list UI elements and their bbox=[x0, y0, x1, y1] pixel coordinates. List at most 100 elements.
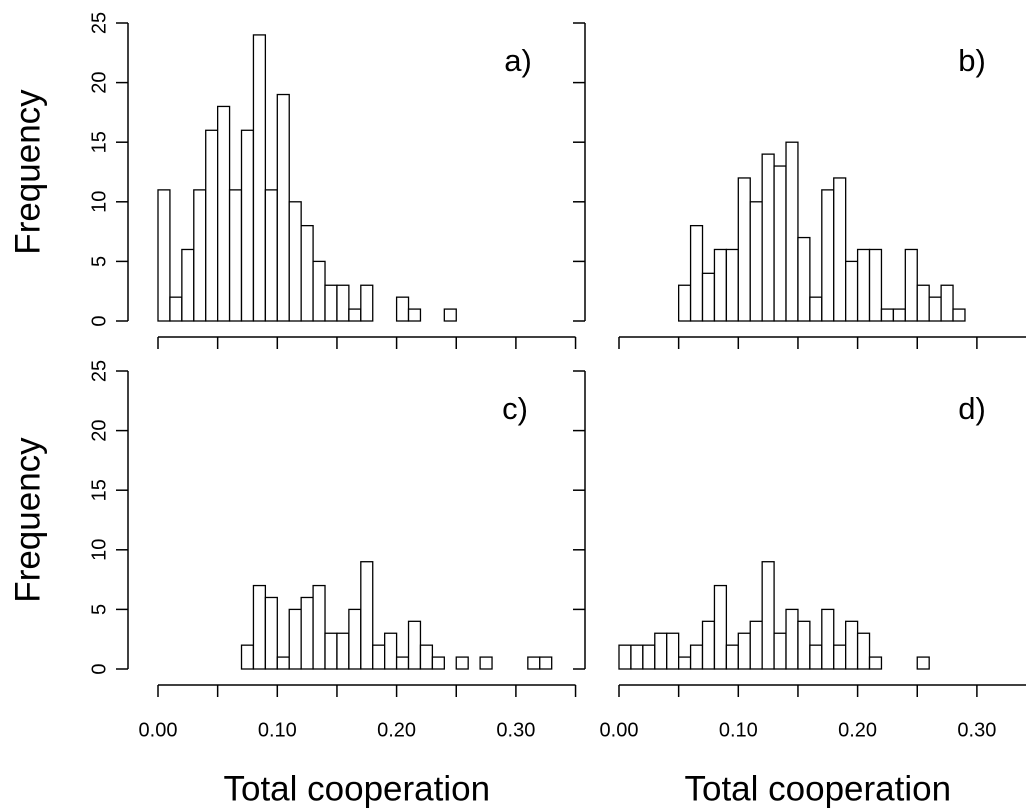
bar bbox=[666, 632, 680, 670]
bar bbox=[952, 308, 966, 322]
bar bbox=[725, 248, 739, 322]
bar bbox=[773, 632, 787, 670]
bar bbox=[539, 656, 553, 670]
bar bbox=[845, 620, 859, 670]
y-tick-label: 5 bbox=[88, 256, 110, 267]
bar bbox=[193, 189, 207, 322]
bar bbox=[407, 308, 422, 322]
bar bbox=[618, 644, 632, 670]
x-tick-label: 0.00 bbox=[600, 719, 639, 741]
bar bbox=[157, 189, 171, 322]
bar bbox=[833, 177, 847, 322]
bar bbox=[725, 644, 739, 670]
bar bbox=[713, 248, 728, 322]
y-tick-label: 20 bbox=[88, 71, 110, 93]
bar bbox=[821, 189, 835, 322]
x-tick-label: 0.30 bbox=[957, 719, 996, 741]
bar bbox=[916, 284, 930, 322]
bar bbox=[701, 272, 716, 322]
y-tick-label: 0 bbox=[88, 663, 110, 674]
y-axis-label: Frequency bbox=[8, 437, 47, 603]
y-tick-label: 10 bbox=[88, 191, 110, 213]
bar bbox=[312, 260, 326, 322]
bar bbox=[300, 596, 314, 670]
bar bbox=[737, 177, 751, 322]
panel-label: d) bbox=[958, 391, 986, 426]
bar bbox=[689, 644, 704, 670]
bar bbox=[749, 201, 763, 322]
bar bbox=[880, 308, 895, 322]
bar bbox=[288, 608, 302, 670]
y-tick-label: 15 bbox=[88, 479, 110, 501]
bar bbox=[479, 656, 493, 670]
bar bbox=[809, 644, 823, 670]
x-tick-label: 0.20 bbox=[377, 719, 416, 741]
panel-label: a) bbox=[504, 43, 532, 78]
bar bbox=[527, 656, 541, 670]
x-tick-label: 0.20 bbox=[838, 719, 877, 741]
bar bbox=[928, 296, 942, 322]
bar bbox=[384, 632, 398, 670]
y-tick-label: 10 bbox=[88, 539, 110, 561]
bar bbox=[228, 189, 243, 322]
bar bbox=[821, 608, 835, 670]
bar bbox=[737, 632, 751, 670]
bar bbox=[809, 296, 823, 322]
bar bbox=[431, 656, 445, 670]
bar bbox=[240, 129, 255, 322]
bar bbox=[336, 284, 350, 322]
bar bbox=[455, 656, 469, 670]
x-tick-label: 0.10 bbox=[719, 719, 758, 741]
y-tick-label: 25 bbox=[88, 360, 110, 382]
x-axis-label: Total cooperation bbox=[223, 769, 490, 808]
bar bbox=[833, 644, 847, 670]
bar bbox=[360, 284, 374, 322]
bar bbox=[395, 296, 410, 322]
panel-label: c) bbox=[502, 391, 528, 426]
bar bbox=[773, 165, 787, 322]
bar bbox=[276, 656, 290, 670]
bar bbox=[761, 153, 775, 322]
panel-label: b) bbox=[958, 43, 986, 78]
bar bbox=[785, 141, 799, 322]
bar bbox=[240, 644, 255, 670]
bar bbox=[856, 632, 871, 670]
bar bbox=[845, 260, 859, 322]
bar bbox=[216, 105, 231, 322]
bar bbox=[642, 644, 656, 670]
bar bbox=[701, 620, 716, 670]
bar bbox=[749, 620, 763, 670]
bar bbox=[300, 224, 314, 322]
bar bbox=[324, 632, 338, 670]
bar bbox=[761, 561, 775, 670]
bar bbox=[181, 248, 195, 322]
bar bbox=[868, 656, 883, 670]
x-tick-label: 0.30 bbox=[496, 719, 535, 741]
bar bbox=[324, 284, 338, 322]
y-tick-label: 0 bbox=[88, 315, 110, 326]
bar bbox=[288, 201, 302, 322]
bar bbox=[276, 93, 290, 322]
bar bbox=[252, 584, 267, 670]
bar bbox=[348, 608, 362, 670]
bar bbox=[205, 129, 219, 322]
y-tick-label: 5 bbox=[88, 604, 110, 615]
bar bbox=[443, 308, 457, 322]
bar bbox=[678, 284, 692, 322]
bar bbox=[630, 644, 644, 670]
x-tick-label: 0.00 bbox=[139, 719, 178, 741]
bar bbox=[336, 632, 350, 670]
bar bbox=[419, 644, 434, 670]
bar bbox=[689, 224, 704, 322]
bar bbox=[904, 248, 918, 322]
bar bbox=[868, 248, 883, 322]
bar bbox=[252, 34, 267, 322]
bar bbox=[264, 596, 278, 670]
bar bbox=[940, 284, 954, 322]
bar bbox=[348, 308, 362, 322]
bar bbox=[892, 308, 906, 322]
bar bbox=[916, 656, 930, 670]
bar bbox=[360, 561, 374, 670]
bar bbox=[654, 632, 668, 670]
